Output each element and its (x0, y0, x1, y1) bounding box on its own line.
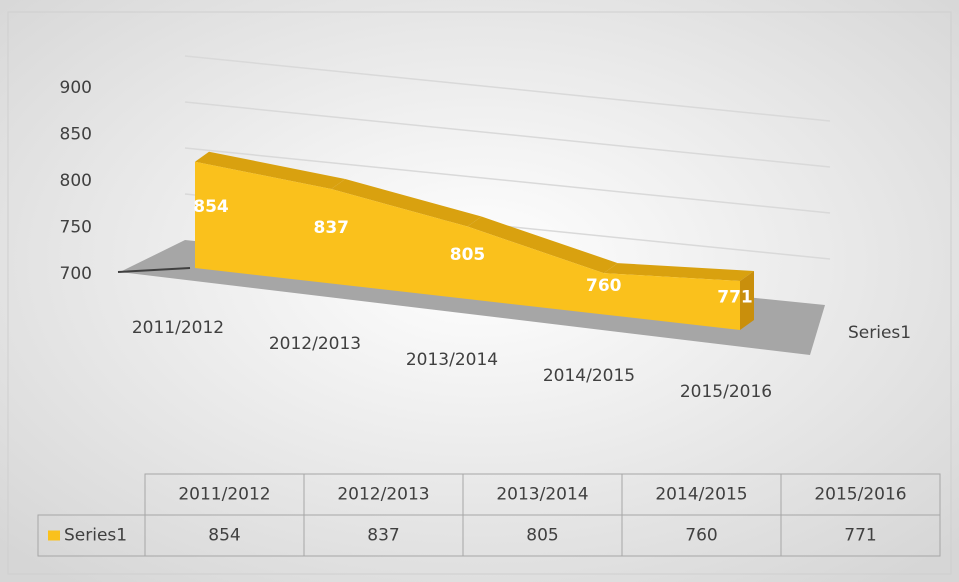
chart-border (7, 11, 952, 575)
table-value: 760 (685, 526, 717, 546)
y-tick-label: 700 (60, 264, 92, 284)
axis-line (117, 267, 191, 273)
y-tick-label: 800 (60, 171, 92, 191)
x-tick-label: 2011/2012 (132, 318, 224, 338)
y-tick-label: 850 (60, 125, 92, 145)
table-header: 2011/2012 (178, 485, 270, 505)
x-tick-label: 2012/2013 (269, 334, 361, 354)
grid: 700 750 800 850 900 (60, 55, 831, 284)
legend-key (48, 530, 60, 541)
data-label: 771 (717, 288, 753, 308)
legend-label: Series1 (64, 526, 127, 546)
series-axis-label: Series1 (848, 323, 911, 343)
table-value: 805 (526, 526, 558, 546)
data-label: 805 (450, 245, 486, 265)
data-label: 760 (586, 276, 622, 296)
y-tick-label: 900 (60, 78, 92, 98)
grid-line (184, 147, 831, 214)
table-header: 2012/2013 (337, 485, 429, 505)
x-tick-label: 2015/2016 (680, 382, 772, 402)
table-value: 837 (367, 526, 399, 546)
area (195, 161, 740, 330)
data-label: 854 (193, 197, 229, 217)
table-header: 2014/2015 (655, 485, 747, 505)
area-side (740, 271, 754, 330)
area-top (195, 151, 346, 189)
area-top (603, 263, 754, 282)
grid-line (184, 55, 831, 122)
data-table: 2011/2012 2012/2013 2013/2014 2014/2015 2015… (37, 473, 941, 557)
area-top (331, 178, 482, 227)
table-value: 854 (208, 526, 240, 546)
x-tick-label: 2013/2014 (406, 350, 498, 370)
table-value: 771 (844, 526, 876, 546)
x-tick-label: 2014/2015 (543, 366, 635, 386)
area-top (467, 216, 618, 274)
table-cell (780, 514, 941, 557)
grid-line (184, 101, 831, 168)
plot: 854 837 805 760 771 Series1 2011/2012 2012/2013… (132, 151, 911, 402)
table-header: 2015/2016 (814, 485, 906, 505)
table-header: 2013/2014 (496, 485, 588, 505)
data-label: 837 (314, 218, 350, 238)
y-tick-label: 750 (60, 218, 92, 238)
